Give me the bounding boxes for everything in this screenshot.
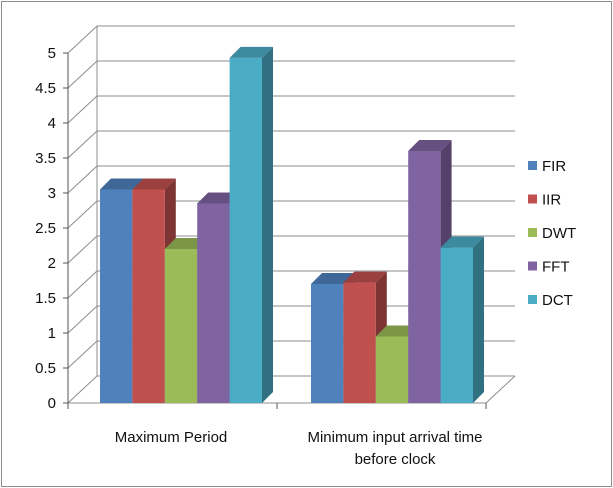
gridline-side [67, 340, 98, 369]
legend-swatch-fft [528, 261, 537, 271]
bar-top [440, 236, 484, 248]
y-tick-labels: 0 0.5 1 1.5 2 2.5 3 3.5 4 4.5 5 [35, 45, 56, 412]
legend-swatch-fir [528, 161, 537, 170]
legend-label-iir: IIR [542, 192, 561, 209]
gridline-side [67, 165, 98, 194]
y-tick-label: 0.5 [35, 360, 56, 377]
bar-top [229, 46, 273, 58]
bar-front [375, 336, 409, 403]
bar-top [132, 178, 176, 190]
y-tick-label: 3.5 [35, 150, 56, 167]
legend-swatch-dwt [528, 228, 537, 237]
category-label: before clock [355, 451, 436, 468]
bar-front [132, 189, 165, 403]
bar-front [229, 57, 262, 404]
bar-front [164, 249, 198, 403]
bar-front [408, 151, 441, 403]
bar-top [408, 140, 452, 151]
gridline-side [67, 60, 98, 89]
bar-top [343, 271, 387, 283]
y-tick-label: 1.5 [35, 290, 56, 307]
gridline-side [67, 95, 98, 124]
y-tick-label: 0 [48, 395, 56, 412]
bar-iir-1 [132, 178, 176, 403]
legend-swatch-iir [528, 194, 537, 204]
y-tick-label: 1 [48, 325, 56, 342]
legend-label-fir: FIR [542, 158, 566, 175]
legend: FIR IIR DWT FFT DCT [528, 158, 576, 309]
legend-label-dwt: DWT [542, 225, 576, 242]
gridline-side [67, 270, 98, 299]
bar-top [311, 273, 355, 284]
y-tick-label: 2 [48, 255, 56, 272]
gridline-side [67, 130, 98, 159]
gridline-side [67, 235, 98, 264]
gridline-side [67, 25, 98, 54]
bar-side [473, 236, 484, 403]
y-tick-label: 3 [48, 185, 56, 202]
category-label: Minimum input arrival time [307, 429, 482, 446]
category-label: Maximum Period [115, 429, 228, 446]
legend-label-fft: FFT [542, 259, 570, 276]
gridline-side [67, 305, 98, 334]
legend-swatch-dct [528, 295, 537, 304]
gridline-side [67, 375, 98, 404]
bar-front [440, 247, 473, 403]
bar-dct-1 [229, 46, 273, 404]
y-tick-label: 4.5 [35, 80, 56, 97]
bar-front [197, 203, 230, 403]
gridline-side [67, 200, 98, 229]
legend-label-dct: DCT [542, 292, 573, 309]
y-tick-label: 4 [48, 115, 56, 132]
y-tick-label: 5 [48, 45, 56, 62]
bar-top [100, 178, 144, 190]
bar-front [343, 282, 376, 403]
bar-front [100, 189, 133, 403]
bar-front [311, 284, 344, 403]
bars [100, 46, 484, 404]
bar-dct-2 [440, 236, 484, 403]
category-labels: Maximum Period Minimum input arrival time… [115, 429, 483, 468]
y-tick-label: 2.5 [35, 220, 56, 237]
bar-side [262, 46, 273, 404]
